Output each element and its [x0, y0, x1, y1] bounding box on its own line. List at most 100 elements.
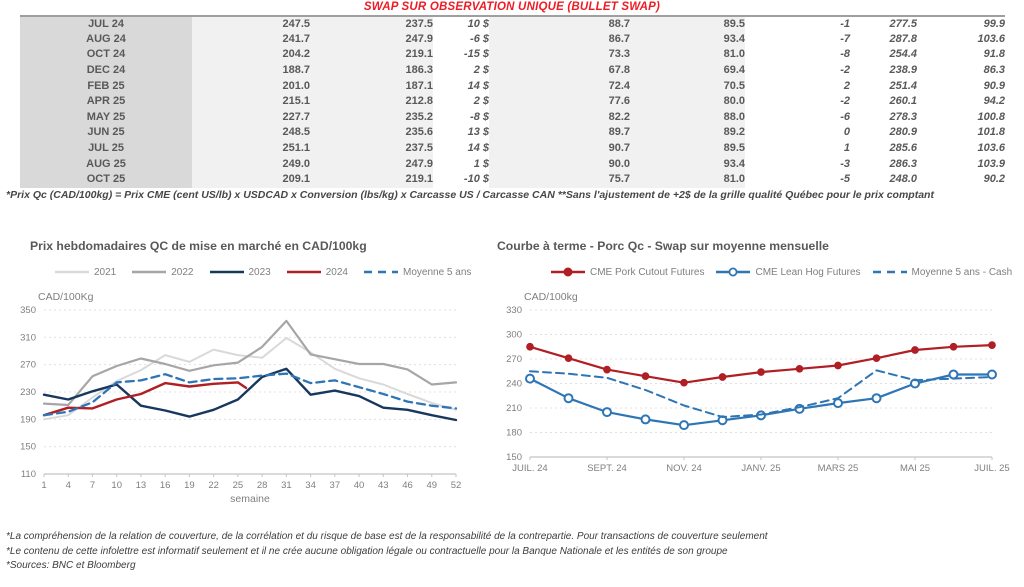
table-cell: 86.3: [983, 64, 1005, 77]
table-cell: 88.7: [489, 16, 630, 32]
table-cell: -8: [840, 48, 850, 61]
data-point: [987, 369, 997, 380]
data-point: [757, 368, 765, 376]
svg-text:MAI 25: MAI 25: [900, 463, 930, 474]
legend-item: CME Lean Hog Futures: [715, 266, 861, 278]
table-cell: 89.5: [630, 140, 745, 157]
table-cell: 13 $: [467, 126, 489, 139]
table-cell: 286.3: [889, 157, 917, 170]
table-cell: JUL 25: [20, 140, 192, 157]
table-cell: 67.8: [489, 62, 630, 79]
legend-swatch-icon: [209, 270, 244, 274]
table-cell: 89.2: [630, 125, 745, 141]
table-row: OCT 24 204.2 219.1 -15 $73.3 81.0 -8 254.4 91.8: [20, 47, 1005, 63]
svg-text:190: 190: [20, 414, 36, 425]
table-row: MAY 25 227.7 235.2 -8 $82.2 88.0 -6 278.3 100.8: [20, 109, 1005, 126]
svg-text:JUIL. 25: JUIL. 25: [974, 463, 1009, 474]
table-cell: -15 $: [463, 48, 489, 61]
svg-text:46: 46: [402, 480, 413, 491]
table-row: JUL 24 247.5 237.5 10 $88.7 89.5 -1 277.5 99.9: [20, 16, 1005, 32]
table-cell: 75.7: [489, 171, 630, 188]
table-cell: 235.2: [310, 109, 433, 126]
svg-text:1: 1: [41, 480, 46, 491]
disclaimer-line: *Le contenu de cette infolettre est info…: [6, 545, 728, 557]
legend-swatch-icon: [55, 270, 89, 274]
table-cell: 215.1: [192, 93, 310, 110]
svg-text:13: 13: [136, 480, 147, 491]
legend-swatch-icon: [132, 270, 167, 274]
legend-item: CME Pork Cutout Futures: [550, 266, 704, 278]
table-cell: 89.7: [489, 125, 630, 141]
svg-text:semaine: semaine: [230, 493, 270, 505]
table-row: APR 25 215.1 212.8 2 $77.6 80.0 -2 260.1 94.2: [20, 93, 1005, 110]
table-cell: 80.0: [630, 93, 745, 110]
page-title: SWAP SUR OBSERVATION UNIQUE (BULLET SWAP…: [363, 1, 661, 13]
svg-text:230: 230: [20, 387, 36, 398]
data-point: [833, 398, 843, 409]
table-cell: 100.8: [977, 110, 1005, 123]
svg-text:330: 330: [506, 305, 522, 316]
table-row: JUN 25 248.5 235.6 13 $89.7 89.2 0 280.9 101.8: [20, 125, 1005, 141]
data-point: [603, 365, 611, 374]
svg-text:52: 52: [451, 480, 462, 491]
svg-text:16: 16: [160, 480, 171, 491]
legend-label: Moyenne 5 ans - Cash: [911, 266, 1013, 278]
svg-text:JANV. 25: JANV. 25: [741, 463, 780, 474]
svg-text:270: 270: [506, 354, 522, 365]
svg-text:150: 150: [20, 442, 36, 453]
table-cell: 241.7: [192, 31, 310, 48]
table-cell: -5: [840, 173, 850, 186]
svg-text:110: 110: [21, 469, 36, 480]
series-2024-line: [42, 381, 248, 417]
table-cell: -6 $: [470, 32, 489, 45]
svg-text:210: 210: [506, 403, 522, 414]
svg-text:4: 4: [66, 480, 71, 491]
table-cell: 93.4: [630, 31, 745, 48]
table-cell: 91.8: [983, 48, 1005, 61]
forward-curve-chart-title: Courbe à terme - Porc Qc - Swap sur moye…: [497, 239, 829, 253]
svg-text:43: 43: [378, 480, 389, 491]
legend-item: 2024: [286, 266, 348, 278]
data-point: [871, 393, 882, 404]
table-cell: AUG 25: [20, 156, 192, 172]
legend-label: 2023: [248, 266, 271, 278]
table-cell: 77.6: [489, 93, 630, 110]
legend-label: Moyenne 5 ans: [403, 266, 472, 278]
table-cell: 2 $: [473, 64, 489, 77]
table-cell: 0: [843, 126, 850, 139]
table-cell: 187.1: [310, 78, 433, 94]
table-cell: 90.9: [983, 79, 1005, 92]
table-cell: 247.9: [310, 31, 433, 48]
table-cell: -3: [840, 157, 850, 170]
disclaimer-footer: *La compréhension de la relation de couv…: [6, 530, 768, 574]
table-cell: 89.5: [630, 16, 745, 32]
data-point: [679, 420, 689, 431]
table-cell: 1 $: [473, 157, 489, 170]
table-cell: 86.7: [489, 31, 630, 48]
svg-text:7: 7: [90, 480, 95, 491]
table-cell: -8 $: [470, 110, 489, 123]
table-cell: 227.7: [192, 109, 310, 126]
data-point: [641, 372, 650, 381]
series-2021-line: [43, 337, 457, 421]
table-cell: 285.6: [889, 142, 917, 155]
table-cell: 81.0: [630, 171, 745, 188]
svg-text:JUIL. 24: JUIL. 24: [512, 463, 547, 474]
table-cell: 72.4: [489, 78, 630, 94]
table-row: FEB 25 201.0 187.1 14 $72.4 70.5 2 251.4 90.9: [20, 78, 1005, 94]
sources-line: *Sources: BNC et Bloomberg: [6, 560, 136, 571]
table-cell: JUL 24: [20, 16, 192, 32]
table-cell: 73.3: [489, 47, 630, 63]
table-cell: 278.3: [889, 110, 917, 123]
table-cell: 209.1: [192, 171, 310, 188]
table-cell: 93.4: [630, 156, 745, 172]
data-point: [525, 373, 535, 384]
svg-text:25: 25: [233, 480, 244, 491]
table-cell: 248.5: [192, 125, 310, 141]
data-point: [834, 361, 842, 370]
svg-text:40: 40: [354, 480, 365, 491]
data-point: [949, 342, 958, 351]
weekly-price-chart-block: Prix hebdomadaires QC de mise en marché …: [8, 236, 480, 510]
